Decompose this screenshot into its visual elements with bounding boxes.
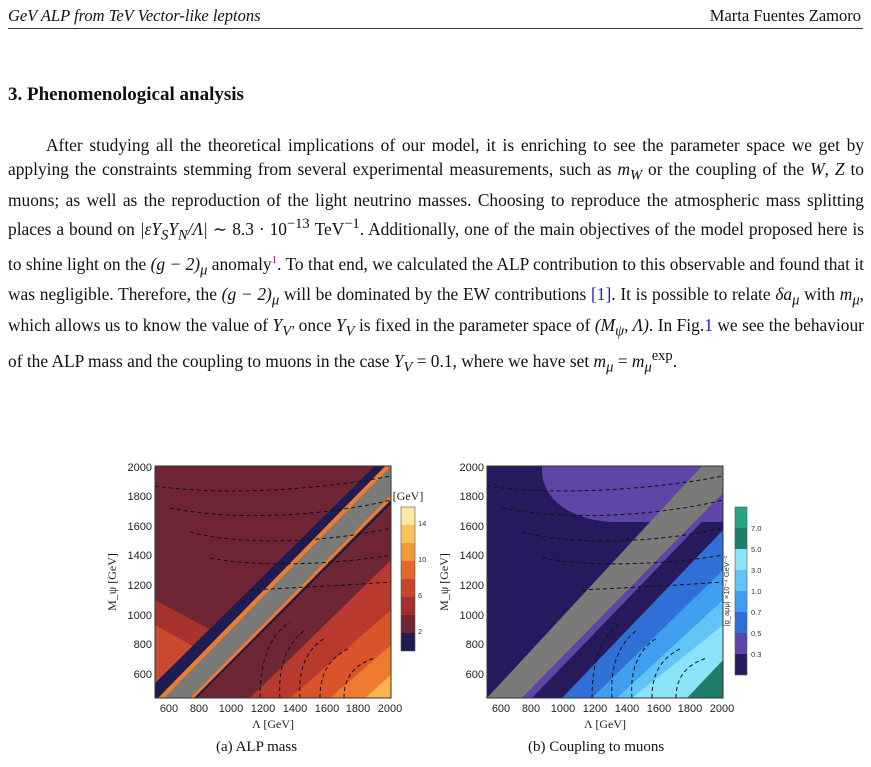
running-header-author: Marta Fuentes Zamoro (709, 6, 861, 25)
figure-a-alp-mass: 2000 1800 1600 1400 1200 1000 800 600 60… (105, 462, 426, 730)
x-tick: 1400 (283, 703, 307, 715)
edge-band-orange-2 (190, 495, 391, 698)
x-tick: 1600 (315, 703, 339, 715)
y-axis-label: M_ψ [GeV] (437, 553, 451, 611)
colorbar (734, 506, 748, 676)
y-tick: 1000 (460, 610, 484, 622)
colorbar-tick: 0.7 (751, 608, 761, 617)
edge-band-purple (522, 493, 723, 698)
edge-band-navy-2 (194, 500, 391, 698)
region-blue-4 (632, 625, 723, 698)
caption-b: (b) Coupling to muons (528, 739, 665, 755)
colorbar-title: [GeV] (393, 489, 424, 503)
excluded-band-gray-wide (170, 474, 391, 698)
colorbar-tick: 0.5 (751, 629, 761, 638)
colorbar-tick: 7.0 (751, 524, 761, 533)
x-axis-label: Λ [GeV] (252, 717, 294, 730)
section-heading: 3. Phenomenological analysis (8, 84, 244, 105)
x-tick: 1600 (647, 703, 671, 715)
contour-lines (155, 475, 391, 698)
colorbar-tick: 1.0 (751, 587, 761, 596)
y-tick: 1400 (128, 550, 152, 562)
colorbar-tick: 3.0 (751, 566, 761, 575)
x-tick: 1200 (251, 703, 275, 715)
y-tick: 2000 (128, 462, 152, 474)
plot-frame (486, 465, 724, 699)
y-tick: 1600 (460, 521, 484, 533)
colorbar-tick: 0.3 (751, 650, 761, 659)
caption-a: (a) ALP mass (216, 739, 298, 755)
header-rule (8, 28, 863, 29)
colorbar-title: |g_aμμ| ×10⁻⁴ GeV⁻¹ (722, 555, 731, 626)
y-tick: 1200 (128, 580, 152, 592)
y-axis-label: M_ψ [GeV] (105, 553, 119, 611)
y-tick: 1800 (128, 491, 152, 503)
y-tick: 1400 (460, 550, 484, 562)
colorbar-tick: 5.0 (751, 545, 761, 554)
x-tick: 1400 (615, 703, 639, 715)
footnote-link[interactable]: 1 (271, 253, 278, 266)
figure-b-coupling-muons: 2000 1800 1600 1400 1200 1000 800 600 60… (437, 462, 761, 730)
colorbar-tick: 6 (418, 591, 422, 600)
body-paragraph: After studying all the theoretical impli… (8, 135, 865, 376)
region-orange-3 (330, 645, 391, 698)
colorbar-tick: 14 (418, 519, 426, 528)
figure-link[interactable]: 1 (704, 315, 713, 336)
x-tick: 600 (492, 703, 510, 715)
x-tick-labels: 600 800 1000 1200 1400 1600 1800 2000 (492, 703, 734, 715)
colorbar (400, 506, 416, 652)
y-tick: 1800 (460, 491, 484, 503)
x-tick: 1800 (678, 703, 702, 715)
x-tick: 1200 (583, 703, 607, 715)
x-tick: 2000 (378, 703, 402, 715)
contour-lines (487, 475, 723, 698)
x-tick: 600 (160, 703, 178, 715)
y-tick: 800 (134, 639, 152, 651)
y-tick: 600 (134, 669, 152, 681)
x-tick-labels: 600 800 1000 1200 1400 1600 1800 2000 (160, 703, 402, 715)
y-tick-labels: 2000 1800 1600 1400 1200 1000 800 600 (128, 462, 152, 681)
region-orange-4 (365, 675, 391, 698)
plot-frame (154, 465, 392, 699)
y-tick: 1200 (460, 580, 484, 592)
x-tick: 800 (522, 703, 540, 715)
citation-link[interactable]: [1] (590, 284, 612, 305)
region-teal (687, 660, 723, 698)
y-tick: 800 (466, 639, 484, 651)
excluded-band-gray (487, 466, 723, 698)
colorbar-tick: 10 (418, 555, 426, 564)
x-tick: 1000 (219, 703, 243, 715)
edge-band-orange (158, 466, 391, 698)
y-tick: 1600 (128, 521, 152, 533)
y-tick-labels: 2000 1800 1600 1400 1200 1000 800 600 (460, 462, 484, 681)
x-tick: 1000 (551, 703, 575, 715)
y-tick: 2000 (460, 462, 484, 474)
y-tick: 600 (466, 669, 484, 681)
running-header-title: GeV ALP from TeV Vector-like leptons (8, 6, 261, 25)
x-tick: 1800 (346, 703, 370, 715)
x-axis-label: Λ [GeV] (584, 717, 626, 730)
x-tick: 2000 (710, 703, 734, 715)
x-tick: 800 (190, 703, 208, 715)
colorbar-tick: 2 (418, 627, 422, 636)
excluded-band-gray (164, 466, 391, 698)
y-tick: 1000 (128, 610, 152, 622)
